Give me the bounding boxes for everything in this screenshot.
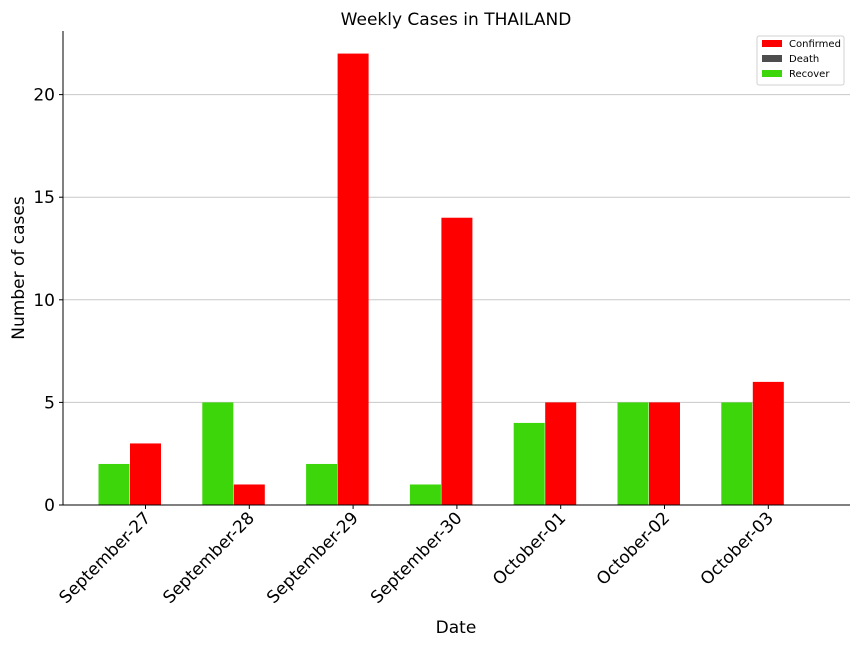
x-tick-label: October-03 <box>697 508 778 589</box>
bar-confirmed <box>752 381 784 505</box>
legend-swatch <box>762 55 782 62</box>
legend-swatch <box>762 40 782 47</box>
bar-recover <box>617 402 649 505</box>
x-tick-label: September-27 <box>56 508 155 607</box>
bar-confirmed <box>233 484 265 505</box>
bar-confirmed <box>649 402 680 505</box>
bar-recover <box>721 402 753 505</box>
chart-title: Weekly Cases in THAILAND <box>341 10 572 30</box>
legend-swatch <box>762 70 782 77</box>
bar-recover <box>98 463 130 505</box>
bar-recover <box>202 402 234 505</box>
x-tick-label: September-30 <box>367 508 466 607</box>
y-tick-label: 0 <box>44 496 55 516</box>
legend: Confirmed Death Recover <box>756 35 845 86</box>
bar-confirmed <box>130 443 161 505</box>
y-tick-label: 5 <box>44 393 55 413</box>
y-tick-label: 15 <box>33 188 55 208</box>
bar-recover <box>513 422 545 505</box>
y-tick-label: 10 <box>33 291 55 311</box>
y-axis-label: Number of cases <box>9 196 29 340</box>
bar-confirmed <box>545 402 577 505</box>
bar-confirmed <box>337 53 369 505</box>
x-axis-label: Date <box>436 618 477 638</box>
y-tick-labels: 0 5 10 15 20 <box>33 86 63 516</box>
x-tick-label: October-01 <box>489 508 570 589</box>
x-tick-label: October-02 <box>593 508 674 589</box>
bar-recover <box>409 484 441 505</box>
legend-label: Confirmed <box>789 39 841 50</box>
bar-recover <box>306 463 338 505</box>
legend-label: Recover <box>789 69 830 80</box>
legend-label: Death <box>789 54 819 65</box>
bar-confirmed <box>441 217 473 505</box>
y-tick-label: 20 <box>33 86 55 106</box>
x-tick-label: September-28 <box>159 508 258 607</box>
bars <box>98 53 784 505</box>
x-tick-labels: September-27 September-28 September-29 Sept… <box>56 505 778 608</box>
x-tick-label: September-29 <box>263 508 362 607</box>
